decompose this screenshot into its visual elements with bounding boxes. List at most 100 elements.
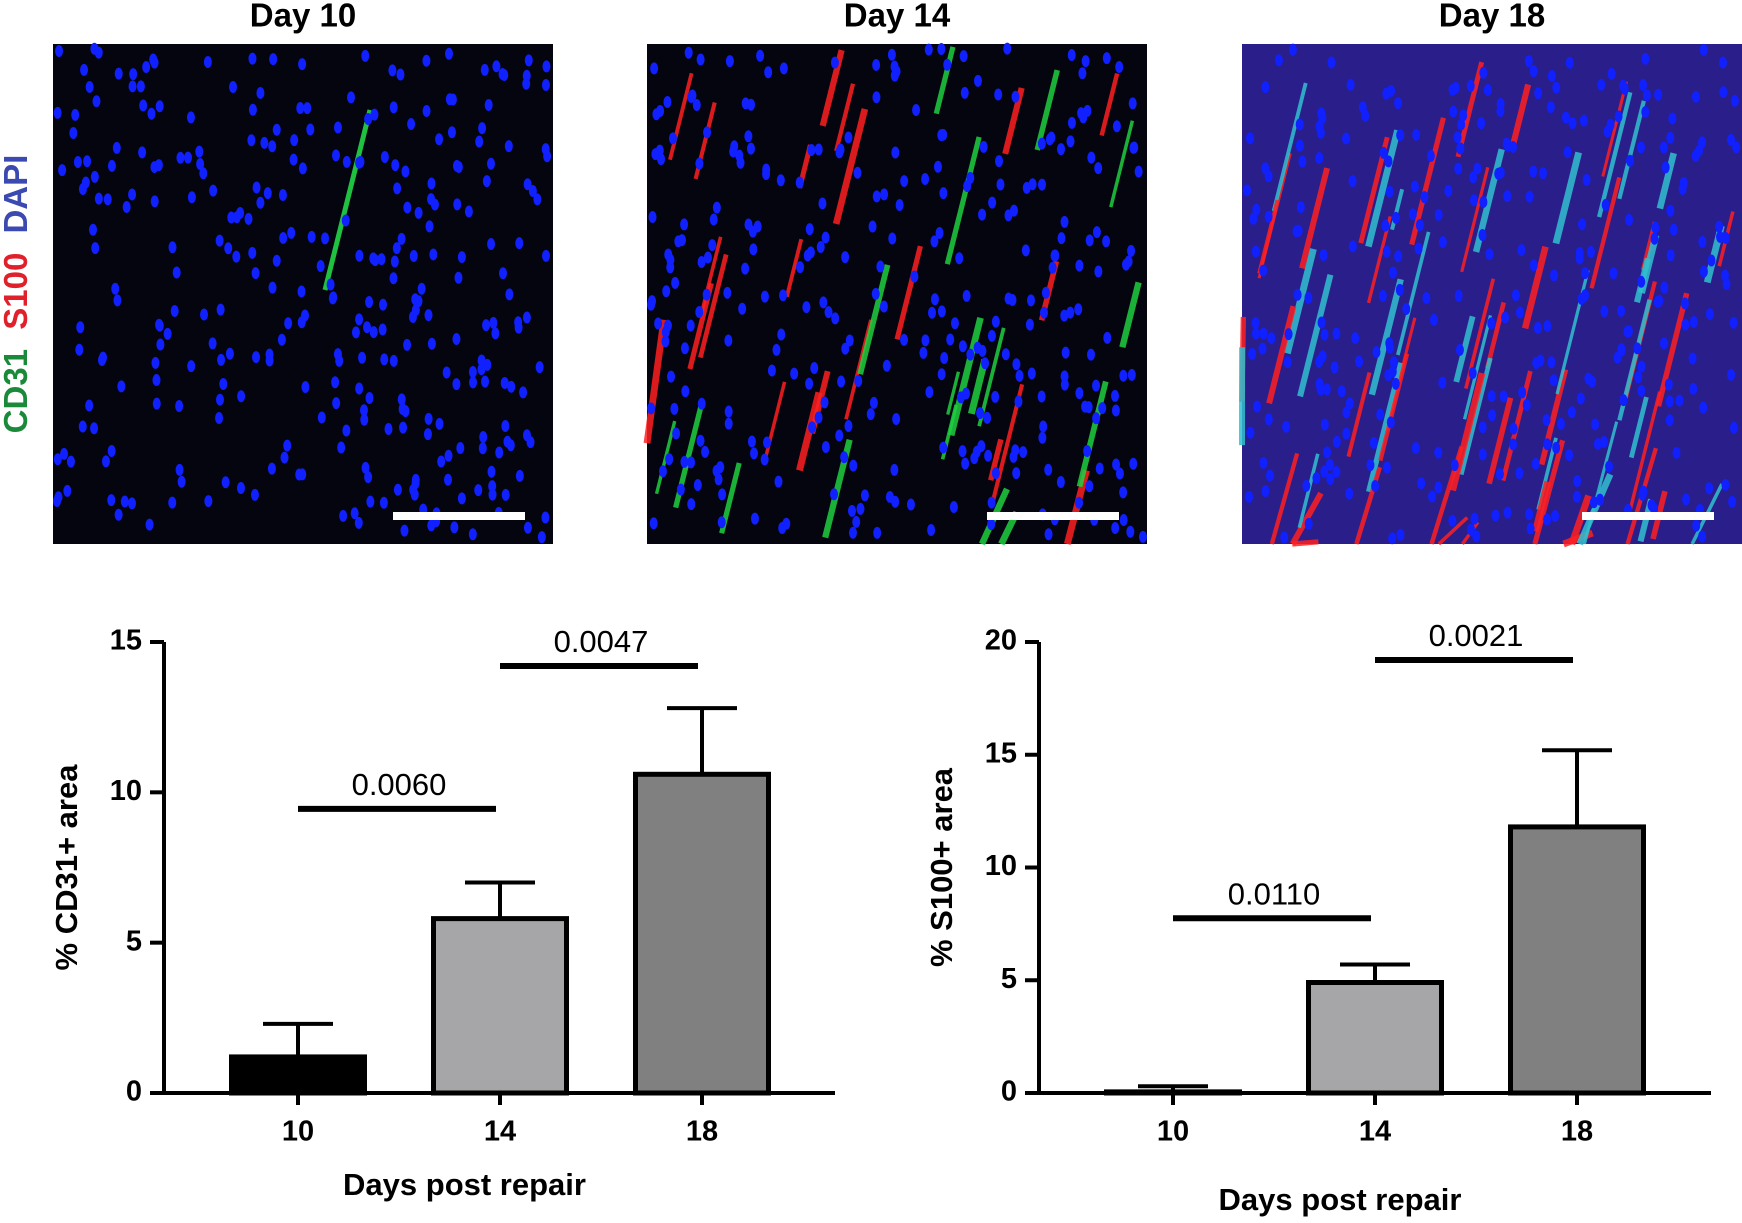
nucleus [888, 232, 897, 245]
nucleus [991, 315, 1000, 328]
nucleus [1511, 289, 1520, 302]
nucleus [350, 507, 359, 520]
nucleus [1647, 499, 1656, 512]
nucleus [91, 242, 100, 255]
nucleus [377, 253, 386, 266]
nucleus [1138, 530, 1147, 543]
nucleus [1603, 125, 1612, 138]
y-tick-label: 10 [985, 850, 1017, 882]
nucleus [1320, 418, 1329, 431]
nucleus [187, 191, 196, 204]
nucleus [224, 242, 233, 255]
fiber [1299, 167, 1330, 270]
nucleus [152, 397, 161, 410]
nucleus [1048, 261, 1057, 274]
nucleus [1529, 259, 1538, 272]
nucleus [1348, 175, 1357, 188]
nucleus [1381, 219, 1390, 232]
nucleus [1565, 56, 1574, 69]
nucleus [427, 193, 436, 206]
nucleus [1323, 446, 1332, 459]
nucleus [1601, 198, 1610, 211]
nucleus [454, 271, 463, 284]
nucleus [1355, 355, 1364, 368]
nucleus [1337, 385, 1346, 398]
nucleus [1014, 395, 1023, 408]
nucleus [1395, 283, 1404, 296]
nucleus [380, 150, 389, 163]
nucleus [900, 175, 909, 188]
nucleus [790, 367, 799, 380]
nucleus [1317, 107, 1326, 120]
nucleus [662, 285, 671, 298]
nucleus [1565, 449, 1574, 462]
nucleus [1525, 508, 1534, 521]
nucleus [117, 380, 126, 393]
nucleus [1282, 420, 1291, 433]
nucleus [1705, 308, 1714, 321]
nucleus [1302, 479, 1311, 492]
nucleus [396, 68, 405, 81]
nucleus [215, 393, 224, 406]
nucleus [1547, 70, 1556, 83]
nucleus [365, 295, 374, 308]
nucleus [1609, 267, 1618, 280]
fiber [1485, 301, 1506, 369]
nucleus [984, 449, 993, 462]
nucleus [370, 108, 379, 121]
nucleus [326, 278, 335, 291]
nucleus [973, 341, 982, 354]
nucleus [537, 531, 546, 544]
nucleus [172, 266, 181, 279]
nucleus [1623, 325, 1632, 338]
nucleus [1607, 67, 1616, 80]
nucleus [457, 251, 466, 264]
nucleus [1021, 244, 1030, 257]
nucleus [872, 58, 881, 71]
nucleus [366, 495, 375, 508]
nucleus [680, 342, 689, 355]
nucleus [268, 140, 277, 153]
nucleus [1389, 356, 1398, 369]
nucleus [1039, 306, 1048, 319]
nucleus [697, 397, 706, 410]
nucleus [1304, 517, 1313, 530]
nucleus [397, 393, 406, 406]
nucleus [1591, 418, 1600, 431]
nucleus [504, 140, 513, 153]
nucleus [388, 64, 397, 77]
nucleus [1410, 180, 1419, 193]
nucleus [519, 386, 528, 399]
nucleus [403, 338, 412, 351]
nucleus [1682, 493, 1691, 506]
fiber [1292, 539, 1319, 547]
nucleus [976, 407, 985, 420]
nucleus [1626, 154, 1635, 167]
nucleus [500, 377, 509, 390]
nucleus [1083, 445, 1092, 458]
nucleus [522, 77, 531, 90]
nucleus [736, 156, 745, 169]
nucleus [1477, 117, 1486, 130]
nucleus [491, 327, 500, 340]
nucleus [1045, 133, 1054, 146]
nucleus [1122, 258, 1131, 271]
nucleus [203, 55, 212, 68]
nucleus [296, 101, 305, 114]
nucleus [1525, 190, 1534, 203]
nucleus [1119, 514, 1128, 527]
nucleus [468, 365, 477, 378]
nucleus [1037, 390, 1046, 403]
nucleus [1345, 397, 1354, 410]
nucleus [805, 223, 814, 236]
nucleus [1675, 394, 1684, 407]
nucleus [248, 103, 257, 116]
nucleus [933, 160, 942, 173]
y-tick-label: 15 [110, 625, 142, 657]
nucleus [1472, 530, 1481, 543]
nucleus [1478, 448, 1487, 461]
nucleus [1025, 318, 1034, 331]
fiber [1617, 100, 1646, 200]
fiber [1597, 91, 1633, 218]
